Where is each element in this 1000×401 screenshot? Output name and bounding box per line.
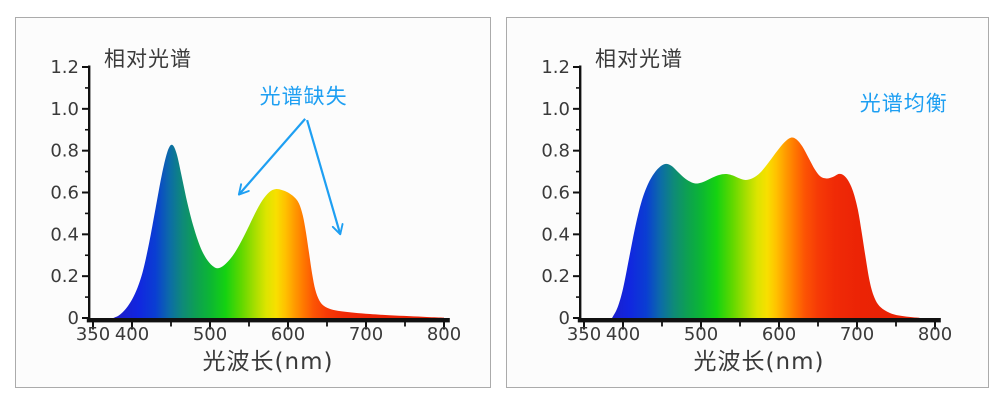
spectrum-area (612, 137, 920, 318)
spectrum-panel-balanced: 350 400 500 600 700 800 0 0.2 0.4 0.6 0.8 1.0 1.2 相对光… (506, 17, 989, 388)
y-tick-label: 0.8 (541, 141, 570, 162)
y-tick-label: 0 (559, 308, 570, 329)
y-tick-label: 1.0 (50, 99, 79, 120)
x-axis-line (577, 318, 941, 323)
x-tick-label: 600 (271, 324, 305, 345)
y-tick-label: 1.2 (50, 57, 79, 78)
spectrum-area (113, 144, 444, 318)
annotation-arrow (237, 118, 306, 196)
y-tick-label: 0.2 (50, 266, 79, 287)
x-axis-line (86, 318, 450, 323)
x-tick-label: 500 (684, 324, 718, 345)
y-tick-label: 1.2 (541, 57, 570, 78)
annotation-arrow (306, 119, 344, 236)
x-tick-label: 600 (762, 324, 796, 345)
x-tick-label: 800 (427, 324, 461, 345)
y-tick-label: 1.0 (541, 99, 570, 120)
y-tick-label: 0.2 (541, 266, 570, 287)
x-tick-label: 700 (840, 324, 874, 345)
y-tick-label: 0.4 (50, 224, 79, 245)
x-tick-label: 500 (193, 324, 227, 345)
x-tick-label: 400 (115, 324, 149, 345)
x-tick-label: 700 (349, 324, 383, 345)
x-axis-label: 光波长(nm) (694, 349, 825, 375)
y-tick-label: 0.4 (541, 224, 570, 245)
spectrum-chart-balanced: 350 400 500 600 700 800 0 0.2 0.4 0.6 0.8 1.0 1.2 相对光… (541, 47, 952, 375)
chart-title: 相对光谱 (104, 47, 192, 71)
y-tick-label: 0.8 (50, 141, 79, 162)
x-tick-label: 800 (918, 324, 952, 345)
annotation-label: 光谱缺失 (260, 84, 348, 108)
spectrum-panel-missing: 350 400 500 600 700 800 0 0.2 0.4 0.6 0.8 1.0 1.2 相对光… (15, 17, 491, 388)
spectrum-chart-missing: 350 400 500 600 700 800 0 0.2 0.4 0.6 0.8 1.0 1.2 相对光… (50, 47, 461, 375)
x-axis-label: 光波长(nm) (203, 349, 334, 375)
y-tick-label: 0.6 (541, 183, 570, 204)
x-tick-label: 350 (567, 324, 601, 345)
x-tick-label: 350 (76, 324, 110, 345)
chart-title: 相对光谱 (595, 47, 683, 71)
y-tick-label: 0 (68, 308, 79, 329)
y-tick-label: 0.6 (50, 183, 79, 204)
x-tick-label: 400 (606, 324, 640, 345)
annotation-label: 光谱均衡 (860, 92, 948, 116)
